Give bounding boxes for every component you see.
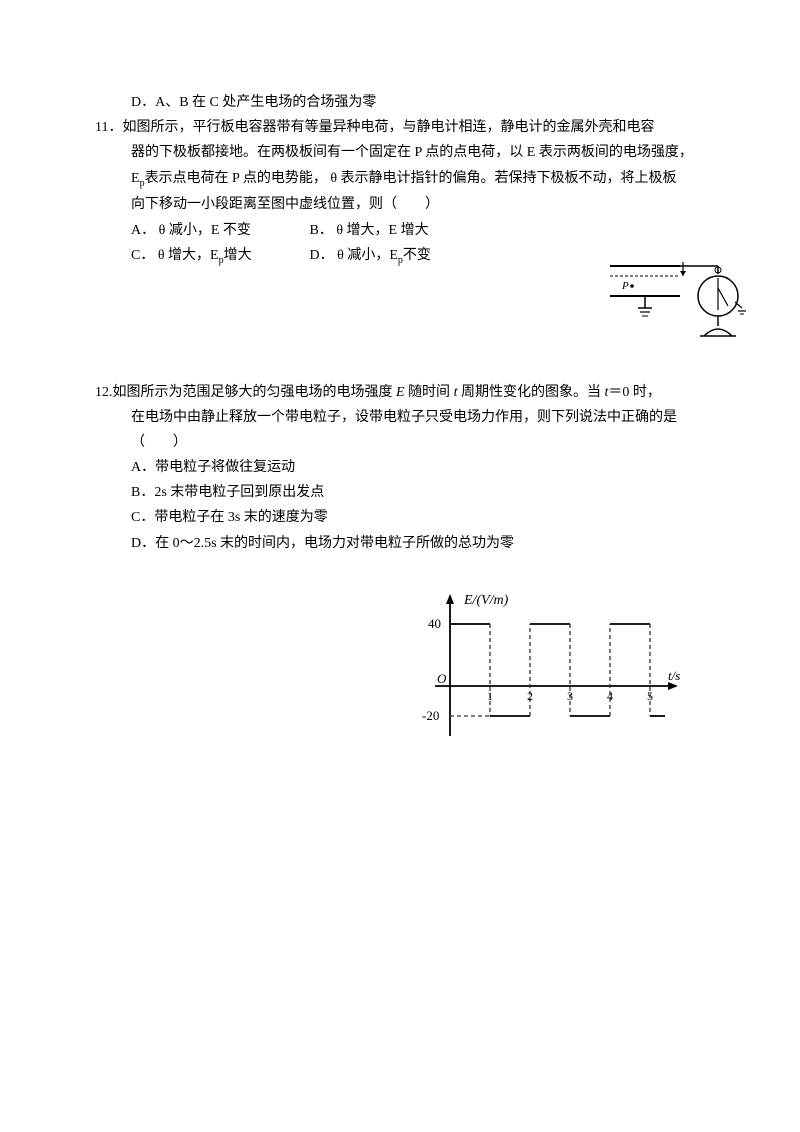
q11: 11．如图所示，平行板电容器带有等量异种电荷，与静电计相连，静电计的金属外壳和电… [95, 115, 705, 140]
q11-circuit-diagram: P [600, 238, 750, 348]
q11-option-a: A． θ 减小，E 不变 [131, 218, 306, 243]
q11-line4: 向下移动一小段距离至图中虚线位置，则（ ） [95, 192, 705, 217]
q11-line3: Ep表示点电荷在 P 点的电势能， θ 表示静电计指针的偏角。若保持下极板不动，… [95, 166, 705, 193]
chart-x3: 3 [567, 689, 573, 703]
chart-x4: 4 [607, 689, 613, 703]
chart-x2: 2 [527, 689, 533, 703]
q12-line2: 在电场中由静止释放一个带电粒子，设带电粒子只受电场力作用，则下列说法中正确的是 [95, 405, 705, 430]
q12-option-a: A．带电粒子将做往复运动 [95, 455, 705, 480]
q10-option-d: D．A、B 在 C 处产生电场的合场强为零 [95, 90, 705, 115]
q12-line3: （ ） [95, 430, 705, 455]
chart-ylabel: E/(V/m) [463, 593, 509, 608]
q11-line1: 如图所示，平行板电容器带有等量异种电荷，与静电计相连，静电计的金属外壳和电容 [122, 120, 654, 135]
q11-line2: 器的下极板都接地。在两极板间有一个固定在 P 点的点电荷，以 E 表示两板间的电… [95, 140, 705, 165]
chart-yneg20: -20 [422, 708, 439, 723]
q11-option-c: C． θ 增大，Ep增大 [131, 243, 306, 270]
chart-x5: 5 [647, 689, 653, 703]
p-label: P [621, 280, 629, 292]
q11-option-b: B． θ 增大，E 增大 [310, 218, 429, 243]
q12-option-c: C．带电粒子在 3s 末的速度为零 [95, 505, 705, 530]
q11-option-d: D． θ 减小，Ep不变 [310, 243, 431, 270]
q12-line1: 如图所示为范围足够大的匀强电场的电场强度 E 随时间 t 周期性变化的图象。当 … [113, 385, 661, 400]
q12-option-d: D．在 0～2.5s 末的时间内，电场力对带电粒子所做的总功为零 [95, 531, 705, 556]
q11-number: 11． [95, 120, 122, 135]
q12: 12.如图所示为范围足够大的匀强电场的电场强度 E 随时间 t 周期性变化的图象… [95, 380, 705, 405]
chart-x1: 1 [487, 689, 493, 703]
chart-xlabel: t/s [668, 668, 680, 683]
q12-number: 12. [95, 385, 113, 400]
q12-et-chart: E/(V/m) 40 O -20 t/s 1 2 3 4 5 [410, 586, 690, 751]
chart-y40: 40 [428, 616, 441, 631]
chart-origin: O [437, 671, 447, 686]
q12-option-b: B．2s 末带电粒子回到原出发点 [95, 480, 705, 505]
